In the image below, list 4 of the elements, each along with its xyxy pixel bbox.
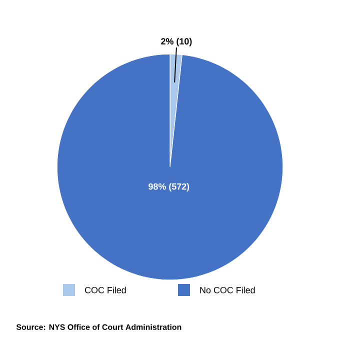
data-label: 2% (10) (161, 38, 192, 46)
legend-label: COC Filed (84, 286, 126, 294)
legend-label: No COC Filed (200, 286, 255, 294)
data-label: 98% (572) (148, 183, 190, 192)
